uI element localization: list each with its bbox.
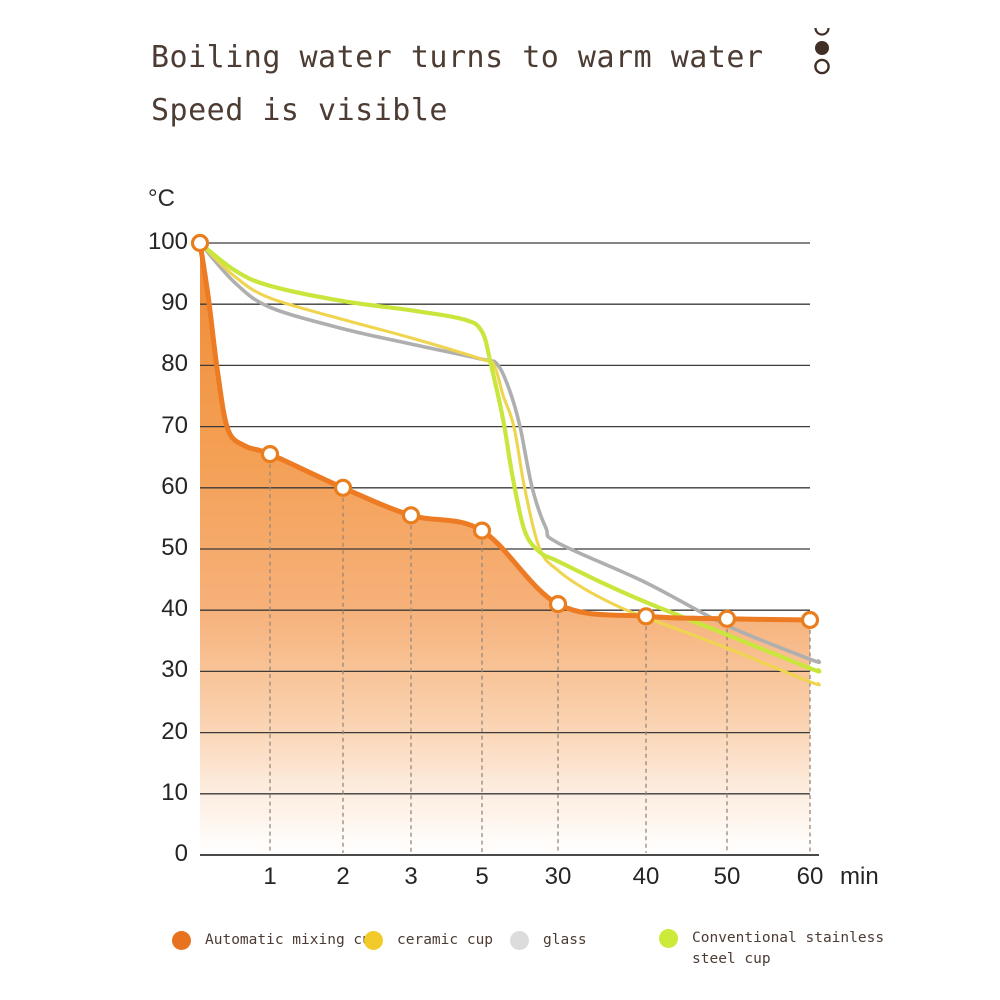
- page-title-line1: Boiling water turns to warm water: [151, 40, 764, 75]
- y-tick-label: 40: [161, 595, 188, 623]
- y-tick-label: 60: [161, 472, 188, 500]
- pager-active-dot[interactable]: [815, 41, 829, 55]
- pager-inactive-dot[interactable]: [814, 58, 830, 75]
- series-line-glass: [198, 241, 822, 665]
- y-tick-label: 80: [161, 350, 188, 378]
- tick-guides: [269, 464, 811, 853]
- x-tick-label: 5: [475, 863, 489, 890]
- page-title-line2: Speed is visible: [151, 93, 448, 128]
- legend-item: Conventional stainless steel cup: [659, 928, 892, 970]
- carousel-dots: [814, 27, 830, 75]
- y-axis-unit-label: °C: [148, 185, 175, 212]
- y-tick-label: 10: [161, 778, 188, 806]
- series-line-ceramic-cup: [198, 241, 821, 687]
- legend-item: Automatic mixing cup: [172, 930, 380, 951]
- legend-label: Conventional stainless steel cup: [692, 930, 885, 967]
- y-tick-label: 90: [161, 289, 188, 317]
- y-tick-label: 100: [147, 227, 188, 255]
- legend-swatch-stainless-steel-cup: [659, 929, 678, 948]
- legend-label: glass: [543, 932, 587, 948]
- x-tick-label: 50: [713, 863, 741, 890]
- legend-label: Automatic mixing cup: [205, 932, 380, 948]
- x-tick-label: 60: [796, 863, 824, 890]
- area-fill: [200, 243, 810, 855]
- legend-swatch-ceramic-cup: [364, 931, 383, 950]
- y-tick-label: 20: [161, 717, 188, 745]
- x-tick-label: 3: [404, 863, 418, 890]
- x-tick-label: 40: [632, 863, 660, 890]
- series-line-Conventional-stainless-steel-cup: [197, 240, 822, 674]
- x-tick-label: 2: [336, 863, 350, 890]
- legend-item: glass: [510, 930, 587, 951]
- x-tick-label: 30: [544, 863, 572, 890]
- legend-item: ceramic cup: [364, 930, 493, 951]
- pager-arc-dot[interactable]: [814, 27, 830, 36]
- legend-label: ceramic cup: [397, 932, 494, 948]
- y-tick-label: 70: [161, 411, 188, 439]
- x-axis-unit-label: min: [840, 863, 879, 890]
- legend: Automatic mixing cup ceramic cup glass C…: [0, 922, 1000, 982]
- data-markers: [190, 233, 820, 630]
- gridlines: [200, 242, 819, 856]
- y-tick-label: 50: [161, 533, 188, 561]
- legend-swatch-glass: [510, 931, 529, 950]
- x-tick-label: 1: [263, 863, 277, 890]
- y-tick-label: 0: [174, 839, 188, 867]
- y-tick-label: 30: [161, 656, 188, 684]
- legend-swatch-automatic-mixing-cup: [172, 931, 191, 950]
